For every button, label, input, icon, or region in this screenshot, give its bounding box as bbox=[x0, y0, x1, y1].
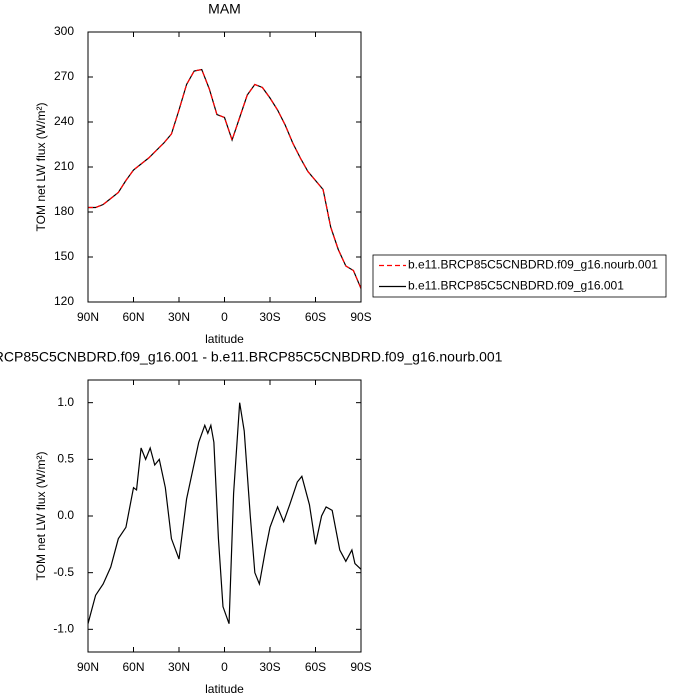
y-axis-label: TOM net LW flux (W/m²) bbox=[34, 452, 48, 581]
x-axis-label: latitude bbox=[205, 332, 244, 346]
x-tick-label: 90S bbox=[350, 660, 371, 674]
y-tick-label: 1.0 bbox=[57, 395, 74, 409]
x-tick-label: 60S bbox=[305, 310, 326, 324]
y-tick-label: 270 bbox=[54, 69, 74, 83]
legend-label: b.e11.BRCP85C5CNBDRD.f09_g16.nourb.001 bbox=[408, 258, 658, 272]
y-axis-label: TOM net LW flux (W/m²) bbox=[34, 103, 48, 232]
x-tick-label: 60N bbox=[122, 310, 144, 324]
y-tick-label: 180 bbox=[54, 204, 74, 218]
x-tick-label: 90N bbox=[77, 660, 99, 674]
legend-box bbox=[372, 254, 667, 298]
x-tick-label: 0 bbox=[221, 310, 228, 324]
y-tick-label: -0.5 bbox=[53, 565, 74, 579]
chart-title: MAM bbox=[208, 1, 241, 17]
x-tick-label: 30N bbox=[168, 310, 190, 324]
y-tick-label: 150 bbox=[54, 249, 74, 263]
plot-frame bbox=[87, 31, 362, 303]
x-tick-label: 90S bbox=[350, 310, 371, 324]
data-line bbox=[88, 68, 361, 289]
chart-title: b.e11.BRCP85C5CNBDRD.f09_g16.001 - b.e11… bbox=[0, 349, 503, 365]
x-tick-label: 90N bbox=[77, 310, 99, 324]
y-tick-label: 120 bbox=[54, 294, 74, 308]
plot-frame bbox=[87, 379, 362, 653]
y-tick-label: 300 bbox=[54, 24, 74, 38]
x-tick-label: 30S bbox=[259, 310, 280, 324]
x-tick-label: 60N bbox=[122, 660, 144, 674]
data-line bbox=[88, 68, 361, 289]
y-tick-label: -1.0 bbox=[53, 622, 74, 636]
x-tick-label: 30N bbox=[168, 660, 190, 674]
x-tick-label: 60S bbox=[305, 660, 326, 674]
y-tick-label: 0.0 bbox=[57, 508, 74, 522]
x-tick-label: 0 bbox=[221, 660, 228, 674]
y-tick-label: 240 bbox=[54, 114, 74, 128]
x-tick-label: 30S bbox=[259, 660, 280, 674]
data-line bbox=[88, 402, 361, 624]
x-axis-label: latitude bbox=[205, 682, 244, 696]
legend-label: b.e11.BRCP85C5CNBDRD.f09_g16.001 bbox=[408, 279, 624, 293]
y-tick-label: 0.5 bbox=[57, 452, 74, 466]
y-tick-label: 210 bbox=[54, 159, 74, 173]
